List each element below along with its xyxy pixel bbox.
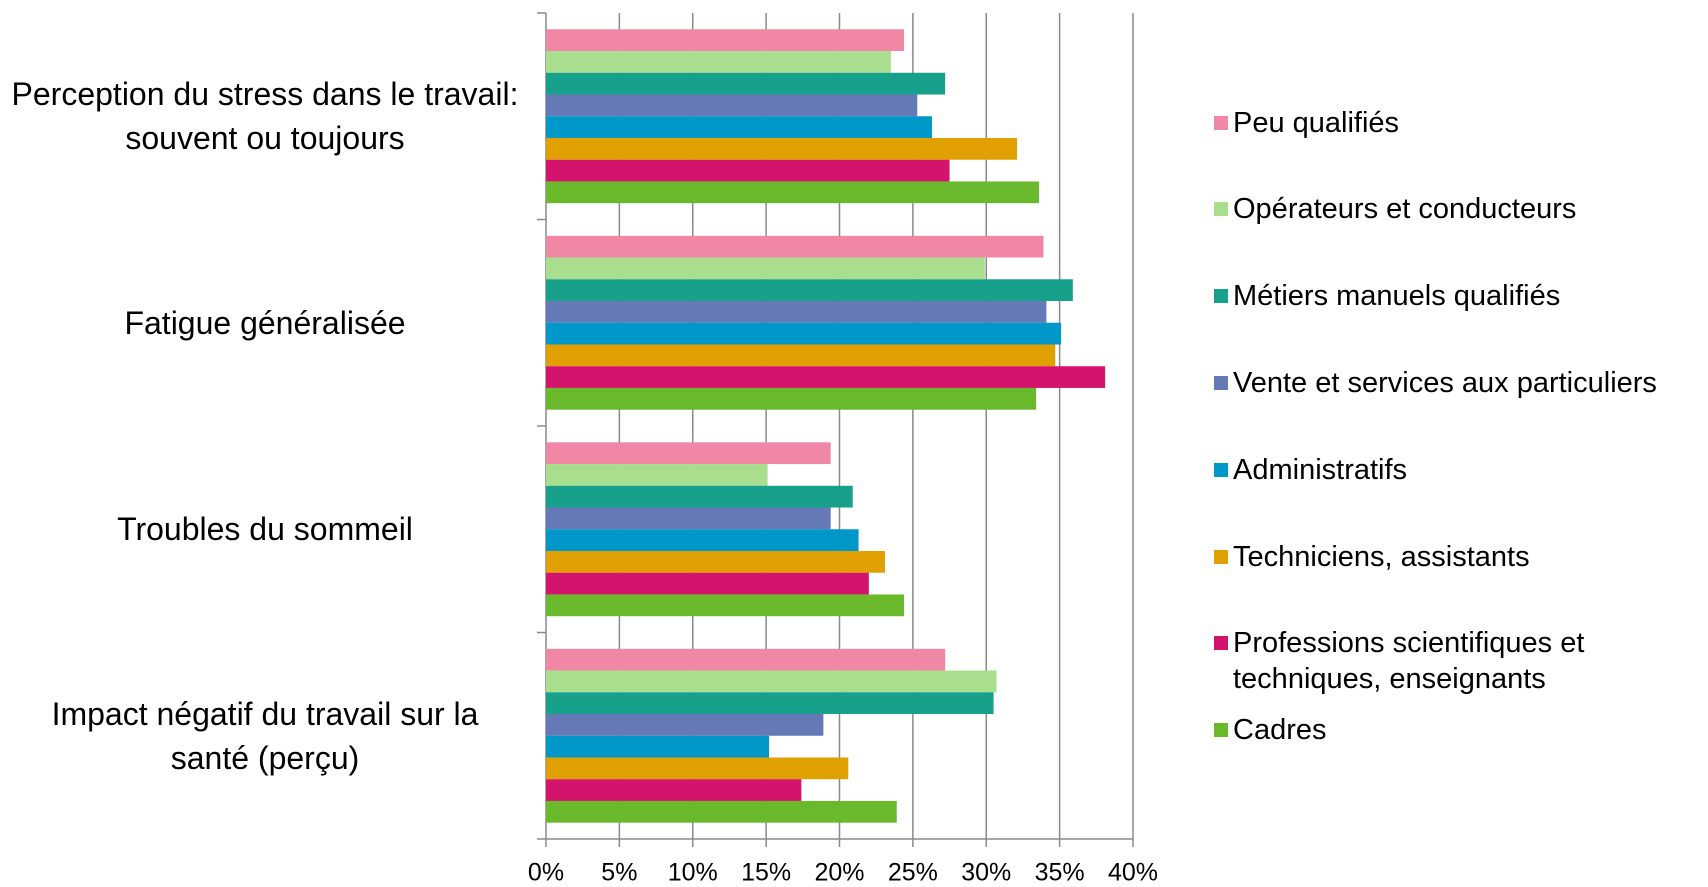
bar xyxy=(546,529,859,551)
category-label: Perception du stress dans le travail: so… xyxy=(11,76,519,157)
legend-swatch xyxy=(1214,202,1228,216)
bar xyxy=(546,550,885,573)
bar xyxy=(546,235,1044,258)
legend-entry: Administratifs xyxy=(1214,452,1703,488)
bar xyxy=(546,464,768,486)
category-label: Troubles du sommeil xyxy=(117,511,413,548)
bar xyxy=(546,692,994,715)
x-tick-label: 30% xyxy=(961,859,1011,887)
category-label: Impact négatif du travail sur la santé (… xyxy=(51,695,479,776)
bar xyxy=(546,279,1073,302)
legend-label: Opérateurs et conducteurs xyxy=(1233,193,1577,225)
legend-swatch xyxy=(1214,289,1228,303)
bar xyxy=(546,757,849,780)
bar xyxy=(546,72,946,95)
bar xyxy=(546,714,824,736)
bar xyxy=(546,594,905,617)
legend-label: Vente et services aux particuliers xyxy=(1233,367,1657,399)
bar xyxy=(546,137,1018,160)
x-tick-label: 35% xyxy=(1035,859,1085,887)
bar xyxy=(546,257,985,280)
bar xyxy=(546,670,997,693)
x-tick-label: 0% xyxy=(528,859,564,887)
legend-swatch xyxy=(1214,116,1228,130)
bar xyxy=(546,322,1062,345)
bar xyxy=(546,301,1047,323)
legend-entry: Vente et services aux particuliers xyxy=(1214,365,1703,401)
legend-label: Professions scientifiques et techniques,… xyxy=(1233,627,1585,695)
bar xyxy=(546,344,1056,367)
bar xyxy=(546,94,918,117)
legend-swatch xyxy=(1214,376,1228,390)
bar xyxy=(546,800,897,823)
x-tick-label: 40% xyxy=(1108,859,1158,887)
legend-swatch xyxy=(1214,723,1228,737)
legend-entry: Peu qualifiés xyxy=(1214,105,1703,141)
bar xyxy=(546,648,946,671)
legend-label: Techniciens, assistants xyxy=(1233,541,1530,573)
bar xyxy=(546,181,1040,204)
legend-label: Métiers manuels qualifiés xyxy=(1233,280,1561,312)
category-label: Fatigue généralisée xyxy=(124,304,406,341)
bar xyxy=(546,572,869,595)
legend-label: Peu qualifiés xyxy=(1233,107,1400,139)
x-tick-label: 10% xyxy=(668,859,718,887)
bar xyxy=(546,485,853,508)
legend-entry: Cadres xyxy=(1214,712,1703,748)
legend-label: Administratifs xyxy=(1233,454,1408,486)
x-tick-label: 15% xyxy=(741,859,791,887)
legend-swatch xyxy=(1214,636,1228,650)
bar xyxy=(546,29,905,52)
legend-entry: Professions scientifiques et techniques,… xyxy=(1214,625,1703,697)
x-tick-label: 25% xyxy=(888,859,938,887)
legend-label: Cadres xyxy=(1233,714,1327,746)
legend-entry: Techniciens, assistants xyxy=(1214,539,1703,575)
legend-entry: Métiers manuels qualifiés xyxy=(1214,278,1703,314)
bar xyxy=(546,159,950,182)
bar xyxy=(546,387,1037,410)
bar xyxy=(546,442,831,465)
bar xyxy=(546,51,891,73)
bar xyxy=(546,116,932,138)
legend-swatch xyxy=(1214,463,1228,477)
x-tick-label: 20% xyxy=(814,859,864,887)
bar xyxy=(546,735,770,758)
bar xyxy=(546,366,1106,388)
legend-swatch xyxy=(1214,550,1228,564)
legend-entry: Opérateurs et conducteurs xyxy=(1214,191,1703,227)
bar xyxy=(546,779,802,801)
bar xyxy=(546,507,831,530)
x-tick-label: 5% xyxy=(601,859,637,887)
